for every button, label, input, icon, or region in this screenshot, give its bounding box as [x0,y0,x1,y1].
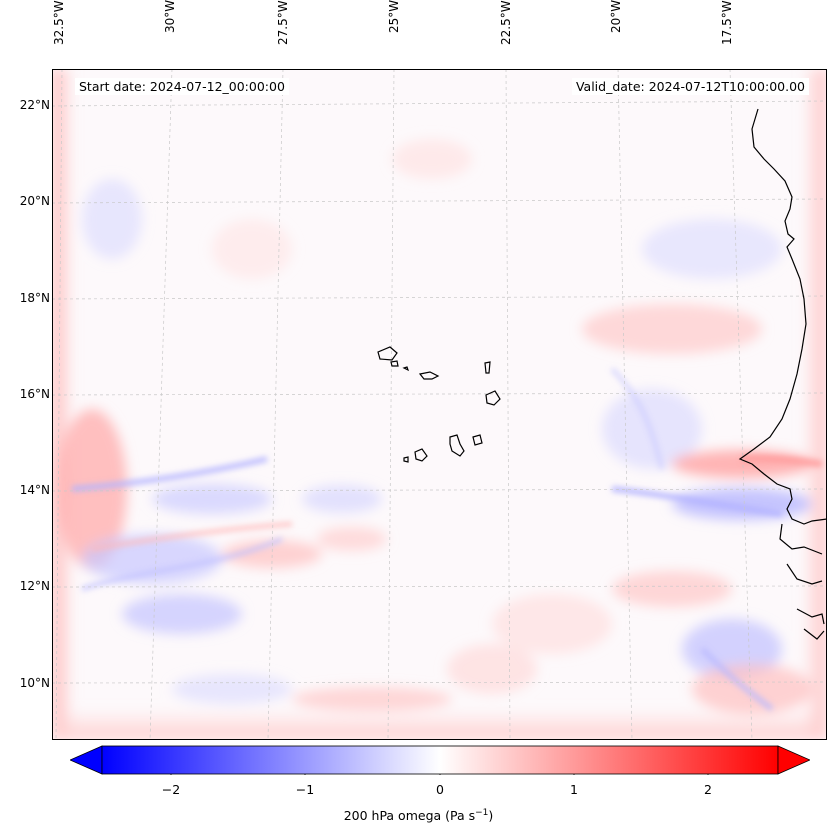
valid-date-label: Valid_date: 2024-07-12T10:00:00.00 [571,78,809,95]
colorbar-title-end: ) [488,808,494,824]
island-santa-luzia [402,366,410,372]
lat-label-20n: 20°N [19,194,50,208]
lat-label-12n: 12°N [19,579,50,593]
colorbar-tick-0: 0 [436,782,444,797]
lat-label-10n: 10°N [19,676,50,690]
lat-label-14n: 14°N [19,483,50,497]
colorbar-tick-neg1: −1 [295,782,315,797]
colorbar-title-main: 200 hPa omega (Pa s [343,808,476,824]
island-maio [472,434,483,446]
lon-label-22-5w: 22.5°W [499,0,513,45]
map-panel [52,69,827,740]
colorbar-tick-neg2: −2 [161,782,181,797]
colorbar-title-exponent: −1 [475,808,489,818]
island-sao-nicolau [418,371,440,380]
colorbar-tick-1: 1 [570,782,578,797]
island-fogo [414,448,428,462]
colorbar-gradient [101,745,779,775]
lon-label-20w: 20°W [609,0,623,34]
lat-label-16n: 16°N [19,387,50,401]
lon-label-17-5w: 17.5°W [720,0,734,45]
island-boa-vista [485,390,501,406]
island-brava [403,456,409,463]
colorbar-tick-2: 2 [704,782,712,797]
lon-label-25w: 25°W [387,0,401,34]
colorbar-graphic [69,745,811,778]
africa-coastline [738,108,827,525]
colorbar [69,745,811,778]
lon-label-30w: 30°W [163,0,177,34]
colorbar-title: 200 hPa omega (Pa s−1) [0,808,837,823]
island-sal [484,361,491,374]
lon-label-27-5w: 27.5°W [276,0,290,45]
map-frame [52,69,827,740]
start-date-label: Start date: 2024-07-12_00:00:00 [75,78,289,95]
lon-label-32-5w: 32.5°W [52,0,66,45]
colorbar-extend-min [69,745,103,775]
island-santo-antao [377,346,398,361]
island-sao-vicente [390,360,399,367]
island-santiago [449,434,465,457]
omega-streaks [71,367,823,712]
lat-label-22n: 22°N [19,98,50,112]
colorbar-extend-max [777,745,811,775]
graticule [52,69,827,740]
cape-verde-islands [377,346,501,463]
coastlines [738,108,827,640]
lat-label-18n: 18°N [19,291,50,305]
omega-map [52,69,827,740]
